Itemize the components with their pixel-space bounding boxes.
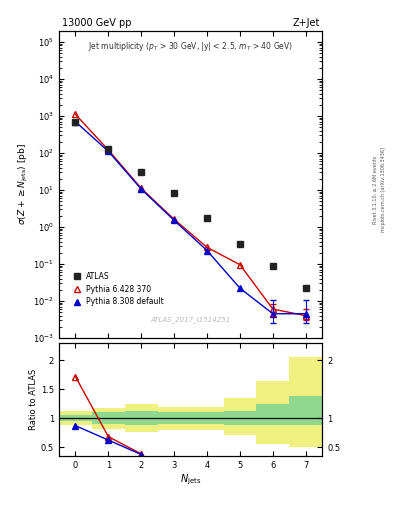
Y-axis label: Ratio to ATLAS: Ratio to ATLAS — [29, 369, 38, 430]
Pythia 8.308 default — [73, 119, 78, 125]
Pythia 8.308 default — [303, 311, 308, 317]
Pythia 6.428 370 — [238, 262, 242, 268]
Text: Jet multiplicity ($p_{T}$ > 30 GeV, |y| < 2.5, $m_{T}$ > 40 GeV): Jet multiplicity ($p_{T}$ > 30 GeV, |y| … — [88, 40, 293, 53]
ATLAS — [139, 169, 143, 175]
Text: 13000 GeV pp: 13000 GeV pp — [62, 17, 131, 28]
Pythia 6.428 370 — [73, 111, 78, 117]
ATLAS — [205, 216, 209, 222]
Pythia 8.308 default — [106, 148, 111, 155]
ATLAS — [238, 241, 242, 247]
Line: Pythia 6.428 370: Pythia 6.428 370 — [72, 111, 309, 319]
Pythia 8.308 default — [238, 285, 242, 291]
ATLAS — [106, 145, 111, 152]
Text: mcplots.cern.ch [arXiv:1306.3436]: mcplots.cern.ch [arXiv:1306.3436] — [381, 147, 386, 232]
Text: Rivet 3.1.10, ≥ 2.6M events: Rivet 3.1.10, ≥ 2.6M events — [373, 155, 378, 224]
Y-axis label: $\sigma(Z + \geq N_{\rm jets})$ [pb]: $\sigma(Z + \geq N_{\rm jets})$ [pb] — [17, 143, 30, 225]
ATLAS — [270, 263, 275, 269]
Pythia 6.428 370 — [106, 147, 111, 153]
Pythia 6.428 370 — [139, 185, 143, 191]
Text: ATLAS_2017_I1514251: ATLAS_2017_I1514251 — [151, 316, 231, 323]
Pythia 6.428 370 — [205, 244, 209, 250]
Pythia 6.428 370 — [303, 312, 308, 318]
Text: Z+Jet: Z+Jet — [292, 17, 320, 28]
ATLAS — [303, 285, 308, 291]
Pythia 6.428 370 — [172, 216, 176, 222]
Pythia 8.308 default — [205, 247, 209, 253]
Pythia 8.308 default — [270, 311, 275, 317]
ATLAS — [172, 190, 176, 197]
Line: ATLAS: ATLAS — [72, 118, 309, 291]
Pythia 8.308 default — [172, 217, 176, 223]
ATLAS — [73, 119, 78, 125]
Legend: ATLAS, Pythia 6.428 370, Pythia 8.308 default: ATLAS, Pythia 6.428 370, Pythia 8.308 de… — [68, 269, 166, 310]
Pythia 8.308 default — [139, 186, 143, 192]
Line: Pythia 8.308 default: Pythia 8.308 default — [72, 118, 309, 317]
Pythia 6.428 370 — [270, 306, 275, 312]
X-axis label: $N_{\rm jets}$: $N_{\rm jets}$ — [180, 472, 201, 487]
